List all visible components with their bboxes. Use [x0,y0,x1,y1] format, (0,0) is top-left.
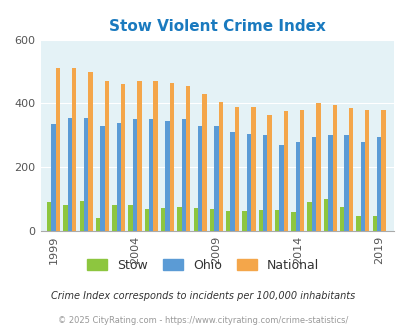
Bar [47,202,51,231]
Bar [339,207,343,231]
Bar [343,135,348,231]
Bar [332,105,336,231]
Bar [144,209,149,231]
Bar [149,119,153,231]
Bar [267,115,271,231]
Bar [96,218,100,231]
Bar [311,137,315,231]
Bar [132,119,137,231]
Bar [380,111,385,231]
Bar [242,211,246,231]
Bar [356,216,360,231]
Bar [153,81,158,231]
Bar [165,121,169,231]
Bar [360,142,364,231]
Bar [218,102,222,231]
Bar [181,119,185,231]
Bar [251,107,255,231]
Legend: Stow, Ohio, National: Stow, Ohio, National [82,254,323,277]
Bar [55,68,60,231]
Bar [279,145,283,231]
Bar [177,207,181,231]
Bar [234,107,239,231]
Text: Crime Index corresponds to incidents per 100,000 inhabitants: Crime Index corresponds to incidents per… [51,291,354,301]
Bar [137,81,141,231]
Bar [68,118,72,231]
Bar [214,126,218,231]
Bar [128,206,132,231]
Bar [202,94,206,231]
Bar [104,81,109,231]
Bar [315,103,320,231]
Bar [112,206,116,231]
Bar [258,210,262,231]
Bar [299,110,304,231]
Bar [323,199,327,231]
Text: © 2025 CityRating.com - https://www.cityrating.com/crime-statistics/: © 2025 CityRating.com - https://www.city… [58,316,347,325]
Bar [193,208,197,231]
Bar [283,112,288,231]
Bar [116,122,121,231]
Bar [307,202,311,231]
Bar [274,210,279,231]
Bar [160,208,165,231]
Bar [230,132,234,231]
Bar [88,72,92,231]
Bar [84,118,88,231]
Bar [51,124,55,231]
Bar [290,212,295,231]
Bar [79,201,84,231]
Bar [121,84,125,231]
Bar [372,216,376,231]
Bar [226,211,230,231]
Bar [327,135,332,231]
Bar [169,82,174,231]
Bar [197,126,202,231]
Bar [63,206,68,231]
Bar [246,134,251,231]
Bar [185,86,190,231]
Bar [364,110,369,231]
Bar [262,135,267,231]
Bar [295,142,299,231]
Title: Stow Violent Crime Index: Stow Violent Crime Index [109,19,325,34]
Bar [72,68,76,231]
Bar [209,209,214,231]
Bar [348,108,352,231]
Bar [376,137,380,231]
Bar [100,126,104,231]
